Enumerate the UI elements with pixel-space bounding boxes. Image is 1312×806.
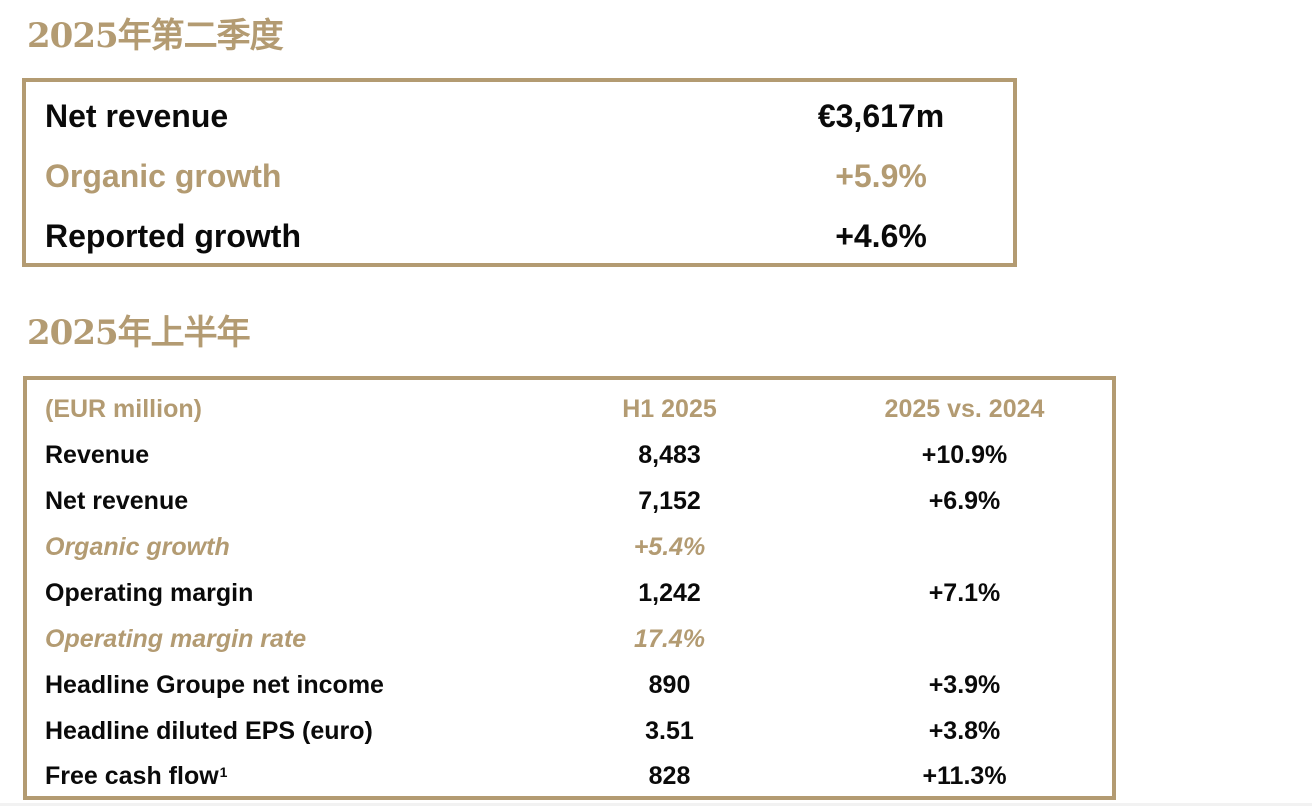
row-label: Reported growth [45, 218, 301, 254]
row-label: Revenue [45, 441, 150, 469]
table-row: Net revenue €3,617m [26, 86, 1013, 146]
row-value: 890 [648, 671, 691, 699]
table-row: Headline Groupe net income 890 +3.9% [27, 662, 1112, 708]
row-value: 3.51 [645, 717, 694, 745]
header-col-comparison: 2025 vs. 2024 [884, 395, 1045, 423]
table-header-row: (EUR million) H1 2025 2025 vs. 2024 [27, 386, 1112, 432]
row-change: +10.9% [921, 441, 1008, 469]
page-bottom-divider [0, 803, 1312, 806]
row-change: +11.3% [922, 762, 1007, 790]
footnote-marker: 1 [219, 764, 228, 780]
header-col-h1-2025: H1 2025 [622, 395, 717, 423]
row-label: Organic growth [45, 158, 282, 194]
row-change: +3.8% [928, 717, 1001, 745]
table-row: Reported growth +4.6% [26, 206, 1013, 266]
h1-results-table: (EUR million) H1 2025 2025 vs. 2024 Reve… [23, 376, 1116, 800]
table-row: Free cash flow1 828 +11.3% [27, 753, 1112, 799]
row-change: +6.9% [928, 487, 1001, 515]
row-value: 8,483 [638, 441, 701, 469]
q2-summary-table: Net revenue €3,617m Organic growth +5.9%… [22, 78, 1017, 267]
row-value: 1,242 [638, 579, 701, 607]
table-row: Operating margin 1,242 +7.1% [27, 570, 1112, 616]
row-label-wrapper: Free cash flow1 [45, 753, 227, 799]
row-label: Organic growth [45, 533, 230, 561]
row-label: Net revenue [45, 487, 189, 515]
row-value: 7,152 [638, 487, 701, 515]
row-label: Operating margin [45, 579, 254, 607]
header-unit-label: (EUR million) [45, 395, 202, 423]
table-row: Organic growth +5.4% [27, 524, 1112, 570]
row-value: +4.6% [835, 218, 927, 254]
row-value: +5.9% [835, 158, 927, 194]
row-label: Net revenue [45, 98, 229, 134]
row-value: €3,617m [817, 98, 945, 134]
row-label: Headline Groupe net income [45, 671, 384, 699]
row-change: +3.9% [928, 671, 1001, 699]
q2-section-title: 2025年第二季度 [27, 16, 284, 56]
table-row: Headline diluted EPS (euro) 3.51 +3.8% [27, 708, 1112, 754]
table-row: Organic growth +5.9% [26, 146, 1013, 206]
row-label: Operating margin rate [45, 625, 307, 653]
table-row: Net revenue 7,152 +6.9% [27, 478, 1112, 524]
row-change: +7.1% [928, 579, 1001, 607]
row-value: 828 [648, 762, 691, 790]
row-label: Free cash flow [45, 762, 219, 790]
h1-section-title: 2025年上半年 [27, 313, 251, 353]
row-label: Headline diluted EPS (euro) [45, 717, 373, 745]
row-value: +5.4% [633, 533, 706, 561]
row-value: 17.4% [634, 625, 705, 653]
table-row: Revenue 8,483 +10.9% [27, 432, 1112, 478]
table-row: Operating margin rate 17.4% [27, 616, 1112, 662]
